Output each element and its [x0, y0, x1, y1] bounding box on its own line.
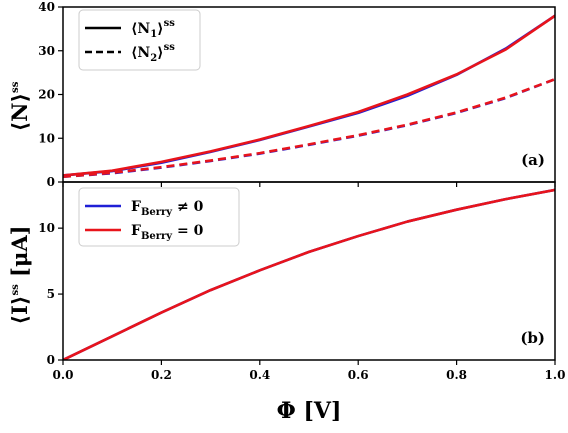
legend-label-main: F — [131, 223, 141, 239]
legend-label-rest: ≠ 0 — [172, 199, 203, 215]
y-axis-label-main: ⟨I⟩ — [7, 296, 32, 325]
legend-label-main: ⟨N — [131, 21, 150, 37]
x-tick-label: 0.6 — [348, 368, 369, 382]
x-tick-label: 1.0 — [545, 368, 566, 382]
legend-label-main: F — [131, 199, 141, 215]
legend-label-sup: ss — [164, 18, 176, 29]
legend-label-sub: 1 — [150, 29, 157, 40]
legend-label-sub: Berry — [141, 231, 173, 242]
y-tick-label: 30 — [38, 44, 55, 58]
axes-frame — [62, 181, 556, 361]
y-axis-label-sup: ss — [10, 81, 21, 93]
y-axis-label-sup: ss — [10, 284, 21, 296]
legend-label: ⟨N1⟩ss — [131, 18, 175, 40]
y-tick-label: 40 — [38, 0, 55, 14]
legend-box — [78, 9, 201, 71]
legend-label: FBerry = 0 — [131, 223, 204, 242]
series-line — [63, 77, 555, 179]
x-tick-label: 0.4 — [249, 368, 270, 382]
legend-label: FBerry ≠ 0 — [131, 199, 204, 218]
y-tick-label: 20 — [38, 88, 55, 102]
y-axis-label-a: ⟨N⟩ss — [7, 81, 32, 131]
legend-label-close: ⟩ — [157, 45, 163, 61]
legend-label-sub: 2 — [150, 53, 157, 64]
y-tick-label: 5 — [47, 287, 55, 301]
y-tick-label: 0 — [47, 353, 55, 367]
series-line — [63, 77, 555, 179]
legend-a: ⟨N1⟩ss⟨N2⟩ss — [78, 9, 201, 71]
panel-label: (b) — [520, 329, 545, 347]
legend-label-rest: = 0 — [172, 223, 203, 239]
x-axis-label: Φ [V] — [277, 398, 342, 424]
legend-label-main: ⟨N — [131, 45, 150, 61]
y-axis-label-b: ⟨I⟩ss [μA] — [7, 225, 32, 324]
legend-label-close: ⟩ — [157, 21, 163, 37]
axis-labels: ⟨N⟩ss⟨I⟩ss [μA]Φ [V] — [7, 81, 341, 424]
x-tick-label: 0.8 — [446, 368, 467, 382]
y-tick-label: 10 — [38, 131, 55, 145]
x-tick-label: 0.0 — [53, 368, 74, 382]
y-tick-label: 0 — [47, 175, 55, 189]
series-line — [63, 14, 555, 177]
legend-label-sub: Berry — [141, 207, 173, 218]
x-tick-label: 0.2 — [151, 368, 172, 382]
panel-label: (a) — [521, 151, 545, 169]
legend-label: ⟨N2⟩ss — [131, 42, 175, 64]
series-line — [63, 188, 555, 360]
legend-box — [78, 187, 240, 247]
y-tick-label: 10 — [38, 221, 55, 235]
y-axis-label-unit: [μA] — [7, 225, 32, 284]
legend-label-sup: ss — [164, 42, 176, 53]
y-axis-label-main: ⟨N⟩ — [7, 93, 32, 131]
